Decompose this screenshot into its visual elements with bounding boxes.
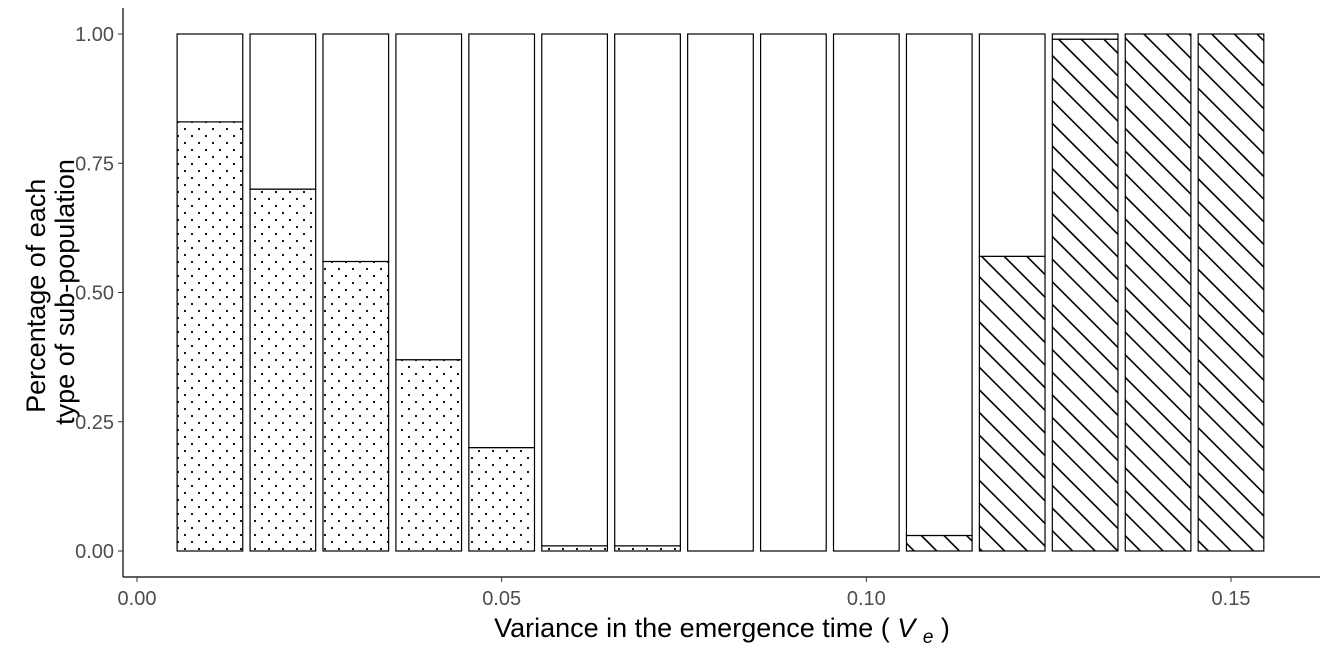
x-tick-label: 0.10 [847, 588, 886, 610]
y-axis-ticks: 0.00 0.25 0.50 0.75 1.00 [75, 24, 123, 563]
bar-segment-none [395, 33, 463, 361]
y-axis-title: Percentage of each type of sub-populatio… [21, 159, 80, 425]
bar-segment-stripes [1051, 38, 1119, 552]
bar-segment-none [832, 33, 900, 552]
y-axis-title-line-1: Percentage of each [21, 179, 51, 413]
y-axis-title-line-2: type of sub-population [50, 159, 80, 425]
x-tick-label: 0.15 [1212, 588, 1251, 610]
bar-segment-none [614, 33, 681, 547]
bar-segment-none [176, 33, 244, 123]
bar-segment-none [759, 33, 827, 552]
bar-segment-none [978, 33, 1046, 257]
x-axis-ticks: 0.00 0.05 0.10 0.15 [118, 577, 1251, 610]
y-tick-label: 1.00 [75, 24, 114, 46]
bar-segment-dots [468, 447, 536, 552]
bar-segment-none [687, 33, 754, 552]
x-axis-title-text: Variance in the emergence time [494, 613, 873, 643]
x-axis-title: Variance in the emergence time ( V e ) [494, 613, 950, 649]
bar-segment-none [322, 33, 390, 263]
bar-segment-dots [249, 188, 317, 552]
y-tick-label: 0.25 [75, 412, 114, 434]
x-axis-title-open-paren: ( [881, 613, 890, 643]
bar-segment-none [541, 33, 609, 547]
x-axis-title-symbol: V [897, 613, 918, 643]
bar-segment-stripes [1197, 33, 1265, 552]
y-tick-label: 0.00 [75, 541, 114, 563]
bar-segment-none [905, 33, 973, 537]
x-tick-label: 0.05 [482, 588, 521, 610]
bar-segment-dots [322, 260, 390, 552]
bar-segment-stripes [978, 255, 1046, 552]
y-tick-label: 0.75 [75, 153, 114, 175]
x-axis-title-subscript: e [923, 627, 934, 648]
bar-segment-dots [176, 121, 244, 552]
bar-segment-stripes [905, 534, 973, 552]
bar-segment-none [249, 33, 317, 190]
bar-segment-none [468, 33, 536, 449]
x-tick-label: 0.00 [118, 588, 157, 610]
bars-layer [176, 33, 1265, 552]
bar-segment-stripes [1124, 33, 1192, 552]
y-tick-label: 0.50 [75, 283, 114, 305]
x-axis-title-close-paren: ) [941, 613, 950, 643]
bar-segment-none [1051, 33, 1119, 40]
axes-layer: 0.00 0.25 0.50 0.75 1.00 0.00 0.05 0.10 0.15 [75, 8, 1320, 610]
bar-segment-dots [395, 359, 463, 552]
bar-segment-dots [541, 545, 609, 552]
bar-segment-dots [614, 545, 681, 552]
